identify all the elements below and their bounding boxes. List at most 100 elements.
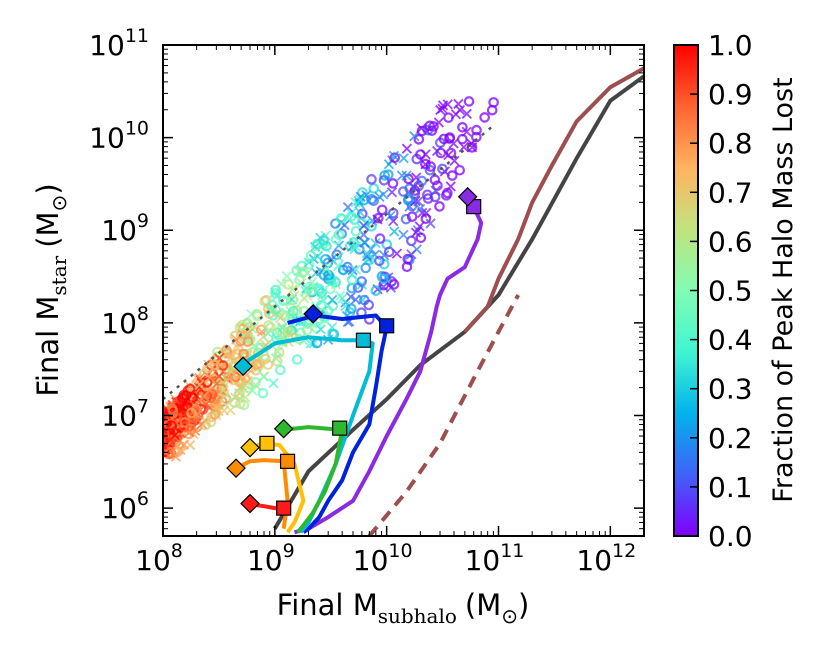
scatter-point-circle <box>209 355 220 366</box>
scatter-point-circle <box>219 366 231 377</box>
scatter-point-cross <box>416 123 427 134</box>
x-tick-label: 1010 <box>353 540 413 577</box>
track-line-1 <box>287 313 389 534</box>
scatter-point-circle <box>186 407 197 419</box>
scatter-point-cross <box>194 379 205 390</box>
scatter-point-circle <box>374 233 386 244</box>
scatter-point-cross <box>258 371 270 382</box>
scatter-point-circle <box>279 310 291 322</box>
x-axis-label-unit: (M <box>465 588 501 622</box>
scatter-point-circle <box>346 303 357 315</box>
scatter-point-circle <box>275 364 286 376</box>
scatter-point-circle <box>370 285 382 296</box>
scatter-point-circle <box>400 213 412 225</box>
scatter-point-cross <box>374 191 385 202</box>
scatter-point-circle <box>415 149 426 160</box>
scatter-point-circle <box>220 394 232 406</box>
scatter-point-circle <box>171 412 183 424</box>
scatter-point-circle <box>366 174 377 185</box>
scatter-point-cross <box>262 328 274 339</box>
scatter-point-circle <box>426 125 438 136</box>
scatter-point-cross <box>450 109 462 120</box>
scatter-point-cross <box>247 385 258 396</box>
scatter-point-circle <box>486 104 498 116</box>
scatter-point-circle <box>373 212 384 224</box>
x-axis-label-main: Final M <box>277 588 378 622</box>
x-tick-label: 1012 <box>576 540 636 577</box>
scatter-point-circle <box>251 308 263 320</box>
colorbar-tick-label: 0.5 <box>708 275 753 308</box>
scatter-point-cross <box>361 250 373 262</box>
scatter-point-cross <box>333 252 344 263</box>
scatter-point-cross <box>315 324 326 335</box>
track-start-diamond <box>273 418 294 439</box>
scatter-point-cross <box>398 229 409 241</box>
scatter-point-cross <box>430 185 441 196</box>
scatter-point-cross <box>410 227 422 238</box>
scatter-point-circle <box>163 432 171 444</box>
scatter-point-circle <box>406 211 418 223</box>
scatter-point-cross <box>406 249 417 260</box>
y-tick-label: 1011 <box>89 25 149 62</box>
scatter-point-cross <box>268 378 279 389</box>
scatter-point-cross <box>317 290 328 301</box>
track-line-0 <box>294 195 484 535</box>
scatter-point-cross <box>334 290 346 302</box>
y-tick-label: 1010 <box>89 118 149 155</box>
scatter-point-circle <box>325 274 337 286</box>
track-start-diamond <box>240 493 260 514</box>
scatter-point-circle <box>257 387 269 399</box>
scatter-point-circle <box>479 112 490 123</box>
y-tick-label: 109 <box>101 210 149 247</box>
scatter-point-circle <box>350 225 362 237</box>
track-line-3 <box>283 425 345 534</box>
track-start-diamond <box>226 458 246 479</box>
scatter-point-circle <box>374 255 385 267</box>
scatter-point-circle <box>348 237 360 248</box>
scatter-point-circle <box>272 355 283 367</box>
scatter-point-circle <box>287 294 299 306</box>
scatter-point-circle <box>457 121 468 133</box>
scatter-point-circle <box>398 186 409 197</box>
scatter-point-circle <box>242 382 254 394</box>
colorbar-tick-label: 0.9 <box>708 78 753 111</box>
scatter-point-circle <box>471 124 482 136</box>
scatter-point-circle <box>349 214 360 225</box>
scatter-point-cross <box>327 294 338 306</box>
scatter-point-circle <box>454 164 465 176</box>
scatter-point-circle <box>347 274 358 286</box>
scatter-point-circle <box>413 180 424 192</box>
colorbar-tick-label: 1.0 <box>708 29 753 62</box>
y-axis-label-sub: star <box>47 255 71 295</box>
scatter-point-cross <box>299 293 310 304</box>
scatter-point-cross <box>347 265 358 276</box>
scatter-point-cross <box>303 257 314 268</box>
x-axis-label-sub: subhalo <box>378 604 457 628</box>
y-axis-ticks: 106 107 108 109 1010 1011 <box>89 25 644 537</box>
scatter-point-cross <box>461 108 472 119</box>
scatter-point-circle <box>442 187 453 199</box>
colorbar-ticks: 0.0 0.1 0.2 0.3 0.4 0.5 0.6 0.7 0.8 0.9 1.0 <box>690 29 753 553</box>
scatter-point-circle <box>209 359 221 371</box>
scatter-point-circle <box>287 305 299 317</box>
scatter-point-cross <box>333 260 344 272</box>
scatter-point-circle <box>277 295 289 306</box>
scatter-point-cross <box>431 145 443 157</box>
scatter-point-circle <box>437 163 448 175</box>
scatter-point-cross <box>453 98 464 110</box>
scatter-point-circle <box>463 96 475 107</box>
scatter-point-circle <box>330 218 341 229</box>
scatter-point-circle <box>363 299 375 311</box>
colorbar-tick-label: 0.7 <box>708 176 753 209</box>
colorbar-tick-label: 0.2 <box>708 422 753 455</box>
track-end-square <box>276 500 292 516</box>
scatter-point-circle <box>291 265 302 276</box>
y-axis-label: Final Mstar (M⊙) <box>31 183 71 396</box>
colorbar-tick-label: 0.1 <box>708 471 753 504</box>
scatter-point-cross <box>198 391 210 402</box>
scatter-point-circle <box>294 274 305 286</box>
scatter-point-cross <box>370 237 381 249</box>
scatter-point-cross <box>342 201 354 213</box>
